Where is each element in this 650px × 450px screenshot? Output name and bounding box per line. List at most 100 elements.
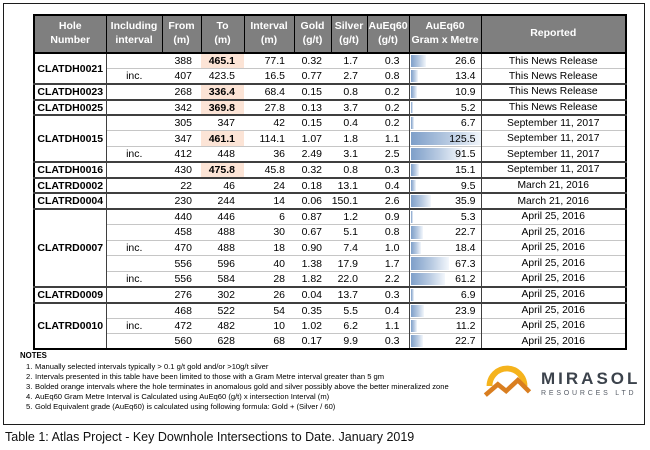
- table-row: inc. 470 488 18 0.90 7.4 1.0 18.4 April 25, 2016: [34, 239, 626, 256]
- cell-reported: September 11, 2017: [481, 161, 626, 178]
- table-row: CLATDH0015 305 347 42 0.15 0.4 0.2 6.7 September…: [34, 114, 626, 163]
- data-bar: [410, 226, 424, 239]
- cell-reported: April 25, 2016: [481, 255, 626, 272]
- cell-gold: 0.18: [294, 176, 331, 194]
- cell-gold: 0.32: [294, 52, 331, 69]
- cell-interval: 14: [244, 192, 294, 209]
- cell-interval: 77.1: [244, 52, 294, 69]
- table-row: CLATDH0021 388 465.1 77.1 0.32 1.7 0.3 26.6 This…: [34, 51, 626, 85]
- cell-including: [106, 192, 162, 209]
- cell-silver: 22.0: [331, 270, 367, 287]
- cell-gold: 0.32: [294, 161, 331, 178]
- cell-to: 488: [201, 239, 244, 256]
- notes-block: NOTES 1. Manually selected intervals typi…: [20, 351, 470, 412]
- cell-gold: 0.77: [294, 68, 331, 85]
- cell-including: [106, 333, 162, 350]
- cell-aueq60: 1.7: [367, 255, 409, 272]
- cell-interval: 36: [244, 146, 294, 163]
- table-row: CLATDH0023 268 336.4 68.4 0.15 0.8 0.2 10.9 This…: [34, 83, 626, 100]
- cell-silver: 17.9: [331, 255, 367, 272]
- gram-metre-value: 61.2: [455, 272, 476, 285]
- data-bar: [410, 117, 415, 130]
- cell-from: 556: [162, 255, 201, 272]
- cell-from: 347: [162, 130, 201, 147]
- cell-silver: 1.2: [331, 207, 367, 225]
- cell-to: 302: [201, 285, 244, 303]
- cell-gold: 0.17: [294, 333, 331, 350]
- cell-gram-metre: 5.3: [408, 207, 482, 225]
- hole-number-cell: CLATDH0025: [34, 98, 107, 116]
- gram-metre-value: 13.4: [455, 70, 476, 83]
- gram-metre-value: 5.3: [460, 210, 476, 223]
- table-row: 556 596 40 1.38 17.9 1.7 67.3 April 25, 2016: [34, 255, 626, 272]
- cell-gram-metre: 23.9: [408, 301, 482, 319]
- gram-metre-value: 26.6: [455, 55, 476, 68]
- hole-number-cell: CLATRD0010: [34, 301, 107, 350]
- table-row: inc. 407 423.5 16.5 0.77 2.7 0.8 13.4 This News …: [34, 68, 626, 85]
- cell-aueq60: 0.3: [367, 285, 409, 303]
- cell-reported: This News Release: [481, 83, 626, 100]
- cell-gold: 0.15: [294, 114, 331, 131]
- cell-interval: 16.5: [244, 68, 294, 85]
- cell-including: inc.: [106, 317, 162, 334]
- note-text: Bolded orange intervals where the hole t…: [35, 382, 449, 391]
- gram-metre-value: 18.4: [455, 241, 476, 254]
- cell-including: inc.: [106, 68, 162, 85]
- cell-aueq60: 0.8: [367, 224, 409, 241]
- cell-aueq60: 0.2: [367, 83, 409, 100]
- col-header-6: Silver (g/t): [330, 14, 368, 54]
- cell-gram-metre: 61.2: [408, 270, 482, 287]
- cell-reported: September 11, 2017: [481, 146, 626, 163]
- table-row: inc. 412 448 36 2.49 3.1 2.5 91.5 September 11, …: [34, 146, 626, 163]
- gram-metre-value: 67.3: [455, 257, 476, 270]
- hole-number-cell: CLATDH0023: [34, 83, 107, 100]
- cell-aueq60: 0.3: [367, 333, 409, 350]
- cell-interval: 27.8: [244, 98, 294, 116]
- hole-number-cell: CLATDH0015: [34, 114, 107, 163]
- hole-number-cell: CLATRD0004: [34, 192, 107, 209]
- cell-to: 336.4: [201, 83, 244, 100]
- cell-interval: 28: [244, 270, 294, 287]
- cell-interval: 6: [244, 207, 294, 225]
- cell-gold: 1.82: [294, 270, 331, 287]
- table-row: 458 488 30 0.67 5.1 0.8 22.7 April 25, 2016: [34, 224, 626, 241]
- note-text: Intervals presented in this table have b…: [35, 372, 385, 381]
- data-bar: [410, 86, 417, 98]
- data-bar: [410, 335, 424, 348]
- cell-to: 522: [201, 301, 244, 319]
- cell-to: 465.1: [201, 52, 244, 69]
- cell-from: 230: [162, 192, 201, 209]
- cell-silver: 0.4: [331, 114, 367, 131]
- gram-metre-value: 11.2: [455, 319, 476, 332]
- cell-interval: 30: [244, 224, 294, 241]
- cell-gram-metre: 26.6: [408, 52, 482, 69]
- data-bar: [410, 148, 463, 161]
- gram-metre-value: 9.5: [460, 179, 476, 192]
- cell-to: 423.5: [201, 68, 244, 85]
- cell-from: 468: [162, 301, 201, 319]
- cell-reported: April 25, 2016: [481, 207, 626, 225]
- table-row: CLATRD0004 230 244 14 0.06 150.1 2.6 35.9 March …: [34, 192, 626, 209]
- cell-reported: April 25, 2016: [481, 239, 626, 256]
- cell-silver: 6.2: [331, 317, 367, 334]
- cell-including: inc.: [106, 239, 162, 256]
- logo-text: MIRASOL RESOURCES LTD: [541, 370, 640, 398]
- cell-reported: March 21, 2016: [481, 192, 626, 209]
- cell-including: [106, 161, 162, 178]
- note-item: 2. Intervals presented in this table have…: [20, 372, 470, 382]
- gram-metre-value: 22.7: [455, 335, 476, 348]
- note-number: 1.: [26, 362, 33, 371]
- table-row: CLATDH0025 342 369.8 27.8 0.13 3.7 0.2 5.2 This …: [34, 98, 626, 116]
- col-header-3: To (m): [200, 14, 245, 54]
- cell-from: 342: [162, 98, 201, 116]
- cell-from: 268: [162, 83, 201, 100]
- gram-metre-value: 6.7: [460, 117, 476, 130]
- cell-interval: 68: [244, 333, 294, 350]
- cell-from: 407: [162, 68, 201, 85]
- cell-gram-metre: 67.3: [408, 255, 482, 272]
- cell-to: 596: [201, 255, 244, 272]
- cell-aueq60: 2.5: [367, 146, 409, 163]
- gram-metre-value: 35.9: [455, 195, 476, 208]
- col-header-9: Reported: [480, 14, 627, 54]
- cell-including: [106, 207, 162, 225]
